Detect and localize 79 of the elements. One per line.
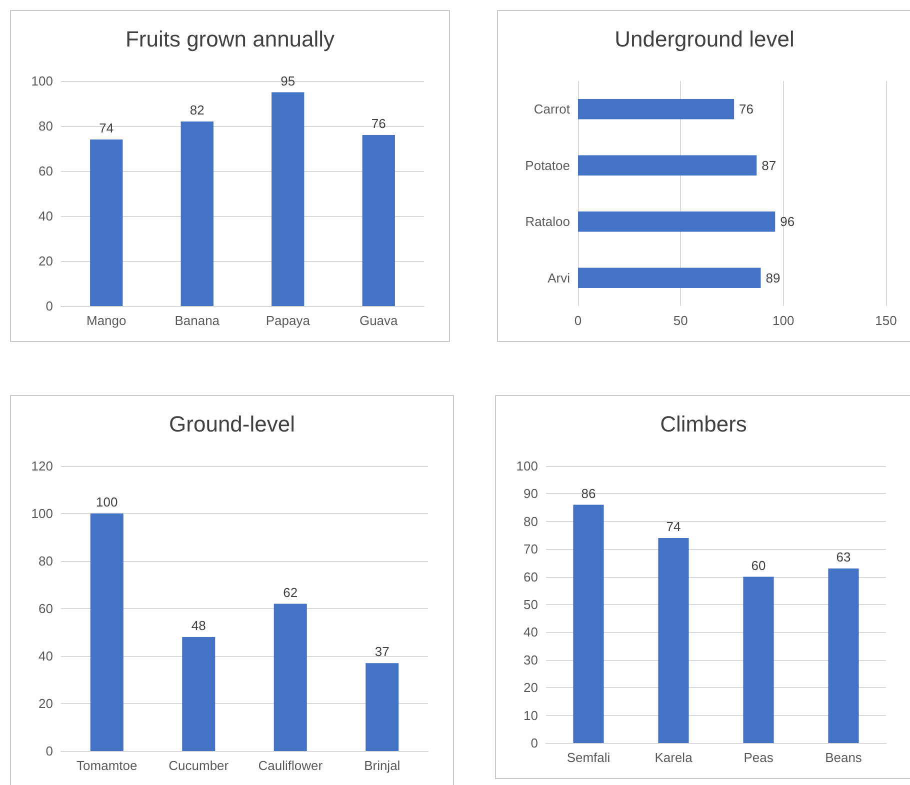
x-tick-label: Peas [744,750,774,765]
y-tick-label: 30 [524,652,538,668]
x-tick-label: Tomamtoe [76,758,138,773]
x-tick-label: Banana [174,313,220,328]
chart-title: Underground level [614,26,794,52]
y-tick-label: 60 [38,601,53,616]
bar [578,99,734,120]
y-tick-label: 40 [38,648,53,664]
y-tick-label: 80 [38,554,53,568]
y-tick-label: 50 [524,597,538,612]
y-tick-label: 20 [38,254,53,268]
bar [828,568,859,743]
data-label: 76 [371,116,386,131]
x-tick-label: Cauliflower [258,758,324,773]
y-tick-label: 40 [524,624,538,640]
y-tick-label: 0 [46,298,53,314]
data-label: 82 [190,102,204,118]
y-tick-label: 80 [38,118,53,134]
y-tick-label: 100 [516,458,538,474]
y-tick-label: 120 [31,458,53,474]
data-label: 62 [283,584,298,600]
y-tick-label: 40 [38,208,53,224]
data-label: 76 [739,102,754,117]
y-tick-label: Carrot [534,102,570,117]
bar [578,155,757,176]
y-tick-label: Potatoe [525,158,570,173]
y-tick-label: 70 [524,542,538,557]
data-label: 37 [374,644,390,660]
x-tick-label: Brinjal [364,758,400,773]
x-tick-label: Semfali [566,750,610,765]
y-tick-label: 20 [524,680,538,696]
x-tick-label: 50 [673,313,688,328]
data-label: 63 [836,549,851,564]
data-label: 96 [780,214,795,230]
bar [272,92,304,306]
chart-title: Ground-level [169,412,295,436]
data-label: 74 [99,120,114,136]
x-tick-label: Papaya [266,313,311,328]
y-tick-label: 100 [31,506,53,521]
bar [658,538,689,743]
y-tick-label: 20 [38,696,53,711]
bar [578,212,776,232]
data-label: 86 [581,486,596,501]
x-tick-label: Beans [825,750,862,765]
bar [90,140,123,306]
y-tick-label: 90 [524,486,538,502]
x-tick-label: 150 [875,313,897,328]
y-tick-label: 60 [38,164,53,178]
y-tick-label: Arvi [548,270,570,286]
bar [578,268,761,288]
chart-title: Fruits grown annually [125,26,335,52]
y-tick-label: 10 [524,708,538,723]
chart-title: Climbers [660,412,747,436]
x-tick-label: Mango [86,313,126,328]
bar [743,576,774,743]
x-tick-label: Karela [654,750,694,765]
data-label: 60 [751,558,766,573]
bar [366,663,399,751]
data-label: 100 [96,494,118,510]
bar [274,604,307,751]
data-label: 87 [762,158,776,173]
data-label: 74 [666,519,681,534]
bar [573,504,604,743]
x-tick-label: Cucumber [168,758,230,773]
y-tick-label: 0 [530,736,538,750]
bar [180,122,214,306]
y-tick-label: 60 [524,569,538,584]
y-tick-label: 100 [31,74,53,88]
data-label: 89 [766,270,780,286]
bar [90,514,124,751]
bar [182,637,216,751]
data-label: 95 [280,73,296,88]
x-tick-label: 0 [574,313,582,328]
x-tick-label: Guava [359,313,399,328]
data-label: 48 [191,618,206,633]
x-tick-label: 100 [772,313,794,328]
y-tick-label: Rataloo [525,214,570,230]
bar [362,135,395,306]
y-tick-label: 80 [524,514,538,529]
